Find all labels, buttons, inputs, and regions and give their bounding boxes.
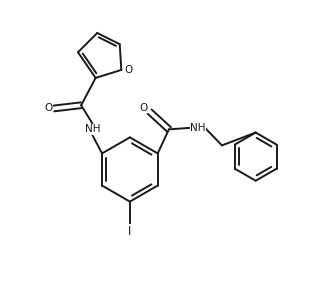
Text: NH: NH [85, 124, 101, 134]
Text: O: O [124, 65, 133, 75]
Text: O: O [44, 103, 52, 113]
Text: O: O [140, 103, 148, 113]
Text: NH: NH [190, 123, 206, 133]
Text: I: I [128, 225, 132, 238]
